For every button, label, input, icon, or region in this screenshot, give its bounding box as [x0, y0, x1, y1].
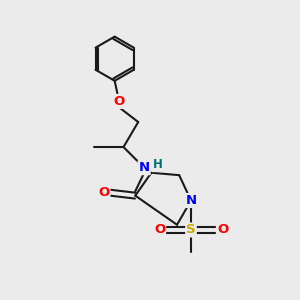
Text: N: N	[139, 161, 150, 174]
Text: S: S	[186, 224, 196, 236]
Text: O: O	[98, 186, 110, 199]
Text: N: N	[185, 194, 197, 207]
Text: O: O	[154, 224, 165, 236]
Text: O: O	[217, 224, 228, 236]
Text: H: H	[152, 158, 162, 171]
Text: O: O	[113, 95, 125, 108]
